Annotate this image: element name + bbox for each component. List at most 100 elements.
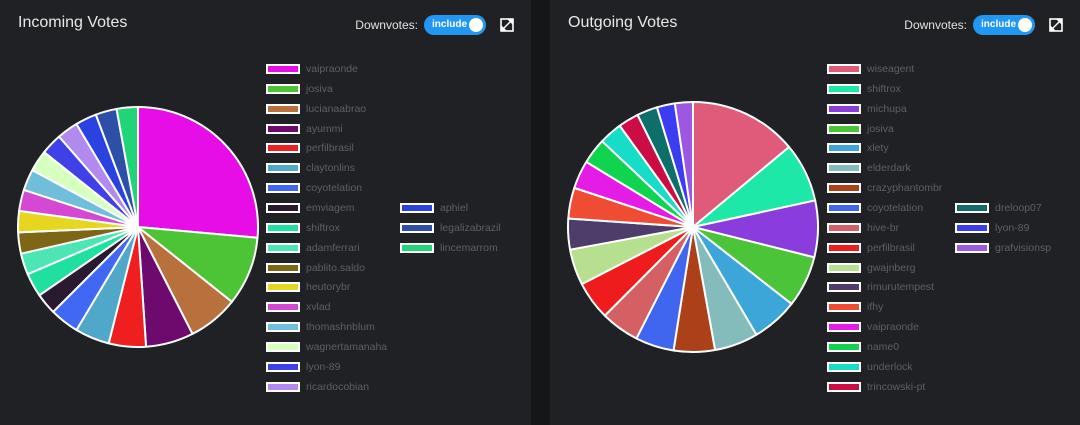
legend-swatch bbox=[266, 222, 300, 233]
legend-item[interactable]: josiva bbox=[827, 122, 894, 136]
legend-item[interactable]: trincowski-pt bbox=[827, 380, 925, 394]
panel-title: Outgoing Votes bbox=[568, 14, 678, 31]
legend-item[interactable]: name0 bbox=[827, 340, 899, 354]
legend-item[interactable]: shiftrox bbox=[827, 82, 901, 96]
legend-label: adamferrari bbox=[306, 241, 360, 254]
legend-swatch bbox=[266, 202, 300, 213]
chart-controls: Downvotes: include bbox=[355, 14, 514, 36]
legend-swatch bbox=[266, 262, 300, 273]
legend-item[interactable]: wagnertamanaha bbox=[266, 340, 387, 354]
legend-label: crazyphantombr bbox=[867, 182, 943, 195]
legend-swatch bbox=[955, 202, 989, 213]
legend-item[interactable]: lyon-89 bbox=[955, 221, 1029, 235]
legend-swatch bbox=[266, 163, 300, 174]
legend-swatch bbox=[266, 381, 300, 392]
incoming-votes-pie bbox=[17, 106, 259, 348]
legend-label: lucianaabrao bbox=[306, 102, 367, 115]
pie-slice-lincemarrom[interactable] bbox=[115, 106, 139, 228]
legend-label: shiftrox bbox=[306, 221, 340, 234]
downvotes-toggle[interactable]: include bbox=[424, 15, 486, 35]
legend-label: coyotelation bbox=[867, 201, 924, 214]
legend-swatch bbox=[827, 381, 861, 392]
legend-swatch bbox=[266, 361, 300, 372]
legend-label: vaipraonde bbox=[867, 321, 919, 334]
legend-label: rimurutempest bbox=[867, 281, 935, 294]
legend-item[interactable]: gwajnberg bbox=[827, 261, 915, 275]
legend-item[interactable]: elderdark bbox=[827, 161, 911, 175]
legend-item[interactable]: ricardocobian bbox=[266, 380, 369, 394]
outgoing-votes-pie bbox=[567, 100, 819, 353]
legend-swatch bbox=[266, 64, 300, 74]
legend-item[interactable]: wiseagent bbox=[827, 62, 914, 76]
legend-item[interactable]: michupa bbox=[827, 102, 907, 116]
legend-swatch bbox=[827, 123, 861, 134]
legend-item[interactable]: emviagem bbox=[266, 201, 354, 215]
legend-item[interactable]: lyon-89 bbox=[266, 360, 340, 374]
legend-item[interactable]: coyotelation bbox=[827, 201, 923, 215]
legend-item[interactable]: xvlad bbox=[266, 300, 331, 314]
pie-slice-wiseagent[interactable] bbox=[692, 101, 791, 228]
legend-swatch bbox=[827, 202, 861, 213]
legend-item[interactable]: perfilbrasil bbox=[266, 141, 354, 155]
legend-label: shiftrox bbox=[867, 82, 901, 95]
legend-swatch bbox=[266, 322, 300, 333]
legend-label: vaipraonde bbox=[306, 63, 358, 75]
legend-item[interactable]: xlety bbox=[827, 141, 889, 155]
legend-item[interactable]: lucianaabrao bbox=[266, 102, 366, 116]
legend-swatch bbox=[827, 143, 861, 154]
legend-item[interactable]: underlock bbox=[827, 360, 913, 374]
legend-label: trincowski-pt bbox=[867, 380, 926, 393]
legend-item[interactable]: lincemarrom bbox=[400, 241, 498, 255]
legend-label: lyon-89 bbox=[995, 221, 1030, 234]
legend-swatch bbox=[827, 242, 861, 253]
pie-slice-vaipraonde[interactable] bbox=[137, 106, 259, 239]
toggle-label: include bbox=[432, 19, 468, 30]
legend-item[interactable]: ifhy bbox=[827, 300, 883, 314]
legend-label: legalizabrazil bbox=[440, 221, 501, 234]
legend-swatch bbox=[827, 83, 861, 94]
legend-item[interactable]: dreloop07 bbox=[955, 201, 1042, 215]
downvotes-toggle[interactable]: include bbox=[973, 15, 1035, 35]
legend-item[interactable]: crazyphantombr bbox=[827, 181, 942, 195]
legend-item[interactable]: claytonlins bbox=[266, 161, 355, 175]
legend-label: coyotelation bbox=[306, 182, 363, 195]
legend-swatch bbox=[827, 341, 861, 352]
legend-label: name0 bbox=[867, 340, 900, 353]
outgoing-votes-panel: Outgoing Votes Downvotes: include wiseag… bbox=[550, 0, 1080, 425]
legend-label: michupa bbox=[867, 102, 907, 115]
legend-item[interactable]: thomashnblum bbox=[266, 320, 375, 334]
legend-item[interactable]: vaipraonde bbox=[827, 320, 919, 334]
legend-item[interactable]: adamferrari bbox=[266, 241, 360, 255]
legend-label: elderdark bbox=[867, 162, 911, 175]
legend-label: heutorybr bbox=[306, 281, 351, 294]
legend-label: claytonlins bbox=[306, 162, 356, 175]
legend-item[interactable]: legalizabrazil bbox=[400, 221, 501, 235]
legend-label: wiseagent bbox=[867, 63, 915, 75]
legend-item[interactable]: aphiel bbox=[400, 201, 468, 215]
expand-icon[interactable] bbox=[500, 18, 514, 32]
pie-slice-grafvisionsp[interactable] bbox=[673, 100, 694, 228]
legend-item[interactable]: vaipraonde bbox=[266, 62, 358, 76]
legend-item[interactable]: shiftrox bbox=[266, 221, 340, 235]
legend-item[interactable]: josiva bbox=[266, 82, 333, 96]
legend-label: josiva bbox=[306, 82, 333, 95]
legend-item[interactable]: ayummi bbox=[266, 122, 343, 136]
legend-swatch bbox=[266, 183, 300, 194]
expand-icon[interactable] bbox=[1049, 18, 1063, 32]
downvotes-label: Downvotes: bbox=[904, 18, 967, 32]
legend-item[interactable]: heutorybr bbox=[266, 280, 350, 294]
legend-label: xlety bbox=[867, 142, 889, 155]
legend-item[interactable]: rimurutempest bbox=[827, 280, 934, 294]
toggle-label: include bbox=[981, 19, 1017, 30]
legend-item[interactable]: coyotelation bbox=[266, 181, 362, 195]
legend-item[interactable]: grafvisionsp bbox=[955, 241, 1051, 255]
legend-swatch bbox=[266, 103, 300, 114]
legend-swatch bbox=[827, 361, 861, 372]
legend-item[interactable]: pablito.saldo bbox=[266, 261, 365, 275]
legend-swatch bbox=[827, 262, 861, 273]
legend-label: ricardocobian bbox=[306, 380, 370, 393]
legend-swatch bbox=[266, 242, 300, 253]
legend-item[interactable]: hive-br bbox=[827, 221, 899, 235]
legend-swatch bbox=[955, 242, 989, 253]
legend-item[interactable]: perfilbrasil bbox=[827, 241, 915, 255]
